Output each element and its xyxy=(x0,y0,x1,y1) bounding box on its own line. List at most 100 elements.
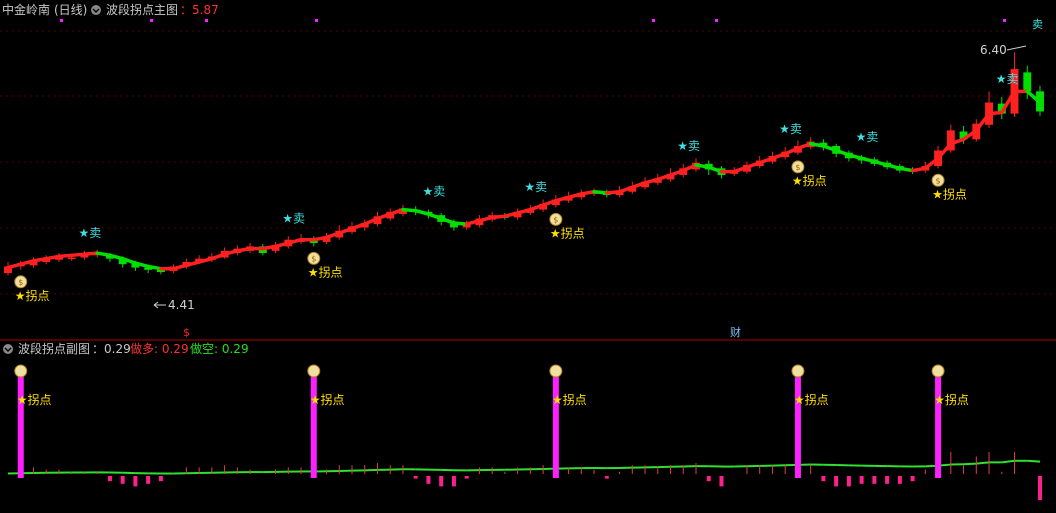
sell-label: ★卖 xyxy=(422,185,445,199)
wave-line-segment xyxy=(732,165,749,174)
money-bag-symbol: $ xyxy=(18,278,23,287)
sub-dropdown-icon[interactable] xyxy=(3,344,13,354)
wave-line-segment xyxy=(57,253,74,259)
sub-buy-label: ★拐点 xyxy=(934,392,969,407)
money-bag-icon xyxy=(931,173,945,187)
wave-line-segment xyxy=(273,241,291,249)
wave-line-segment xyxy=(847,153,864,161)
sub-indicator-name: 波段拐点副图 xyxy=(18,341,90,356)
wave-line-segment xyxy=(133,261,150,269)
main-dropdown-icon[interactable] xyxy=(91,5,101,15)
sub-histogram-bar xyxy=(897,476,902,484)
sub-buy-label: ★拐点 xyxy=(310,392,345,407)
wave-line-segment xyxy=(987,110,1004,116)
wave-line-segment xyxy=(439,216,456,225)
candle-body xyxy=(131,263,140,268)
sub-wave-segment xyxy=(1027,459,1041,463)
wave-line-segment xyxy=(949,137,966,146)
low-price-label: 4.41 xyxy=(168,298,195,312)
main-indicator-name: 波段拐点主图 xyxy=(106,2,178,17)
sub-histogram-bar xyxy=(451,476,456,487)
wave-line-segment xyxy=(95,251,112,258)
candle-body xyxy=(959,131,968,140)
top-marker xyxy=(315,19,318,22)
wave-line-segment xyxy=(796,142,813,150)
sub-indicator-value: ：0.29 xyxy=(92,342,131,356)
wave-line-segment xyxy=(936,142,953,161)
buy-label: ★拐点 xyxy=(932,186,967,201)
wave-line-segment xyxy=(770,152,787,161)
wave-line-segment xyxy=(566,192,584,200)
sell-label: ★卖 xyxy=(996,72,1019,86)
wave-line-segment xyxy=(910,166,928,173)
wave-line-segment xyxy=(656,173,673,182)
short-value-label: 做空: 0.29 xyxy=(190,341,249,356)
sub-histogram-bar xyxy=(158,476,163,482)
low-pointer-icon xyxy=(153,301,166,309)
sell-label: ★卖 xyxy=(677,139,700,153)
sub-wave-segment xyxy=(963,462,977,466)
wave-line-segment xyxy=(554,195,571,203)
sub-histogram-bar xyxy=(120,476,125,484)
wave-line-segment xyxy=(401,207,418,213)
money-bag-symbol: $ xyxy=(553,215,558,224)
money-bag-icon xyxy=(791,364,805,378)
stock-name: 中金岭南 xyxy=(2,2,50,17)
wave-line-segment xyxy=(643,177,660,185)
wave-line-segment xyxy=(312,235,329,242)
wave-line-segment xyxy=(222,249,240,256)
wave-line-segment xyxy=(388,207,405,216)
wave-line-segment xyxy=(872,159,889,167)
wave-line-segment xyxy=(974,111,991,133)
candle-body xyxy=(946,130,955,151)
top-marker xyxy=(205,19,208,22)
candle-body xyxy=(118,258,127,265)
main-chart: $★拐点$★拐点$★拐点$★拐点 $★拐点★卖★卖★卖 ★卖★卖★卖★卖★卖 xyxy=(4,52,1044,303)
wave-line-segment xyxy=(235,246,252,253)
wave-line-segment xyxy=(745,160,762,169)
wave-line-segment xyxy=(923,156,940,171)
wave-line-segment xyxy=(859,156,877,164)
wave-line-segment xyxy=(362,216,380,226)
wave-line-segment xyxy=(69,252,87,258)
wave-line-segment xyxy=(44,254,61,261)
wave-line-segment xyxy=(592,189,609,195)
sub-histogram-bar xyxy=(846,476,851,487)
finance-marker: 财 xyxy=(730,325,741,339)
wave-line-segment xyxy=(528,203,545,212)
dollar-marker: $ xyxy=(183,326,190,339)
high-price-label: 6.40 xyxy=(980,43,1007,57)
sell-label: ★卖 xyxy=(856,130,879,144)
money-bag-icon xyxy=(931,364,945,378)
wave-line-segment xyxy=(885,163,902,171)
wave-line-segment xyxy=(413,208,431,216)
candle-body xyxy=(997,103,1006,114)
wave-line-segment xyxy=(579,189,596,196)
wave-line-segment xyxy=(210,252,227,261)
wave-line-segment xyxy=(184,260,201,268)
money-bag-icon xyxy=(14,364,28,378)
wave-line-segment xyxy=(681,163,698,173)
candle-body xyxy=(29,260,38,266)
high-pointer-icon xyxy=(1006,45,1027,51)
wave-line-segment xyxy=(694,163,711,169)
sell-label: ★卖 xyxy=(282,211,305,225)
sub-histogram-bar xyxy=(1038,476,1042,500)
buy-label: ★拐点 xyxy=(550,225,585,240)
wave-line-segment xyxy=(324,231,342,240)
sub-histogram-bar xyxy=(885,476,890,484)
wave-line-segment xyxy=(477,215,494,223)
sell-label: ★卖 xyxy=(78,226,101,240)
wave-line-segment xyxy=(808,142,826,148)
sub-histogram-bar xyxy=(133,476,138,487)
wave-line-segment xyxy=(18,259,36,266)
sub-histogram-bar xyxy=(859,476,864,484)
wave-line-segment xyxy=(503,211,520,219)
sub-buy-label: ★拐点 xyxy=(794,392,829,407)
wave-line-segment xyxy=(630,181,647,190)
wave-line-segment xyxy=(757,156,775,165)
sub-histogram-bar xyxy=(413,476,418,479)
long-value-label: 做多: 0.29 xyxy=(130,341,189,356)
sub-buy-label: ★拐点 xyxy=(552,392,587,407)
